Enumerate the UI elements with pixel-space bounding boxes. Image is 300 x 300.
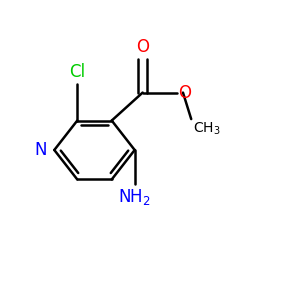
- Text: O: O: [136, 38, 149, 56]
- Text: NH$_2$: NH$_2$: [118, 187, 151, 207]
- Text: CH$_3$: CH$_3$: [193, 121, 220, 137]
- Text: O: O: [178, 84, 191, 102]
- Text: N: N: [34, 141, 47, 159]
- Text: Cl: Cl: [69, 63, 85, 81]
